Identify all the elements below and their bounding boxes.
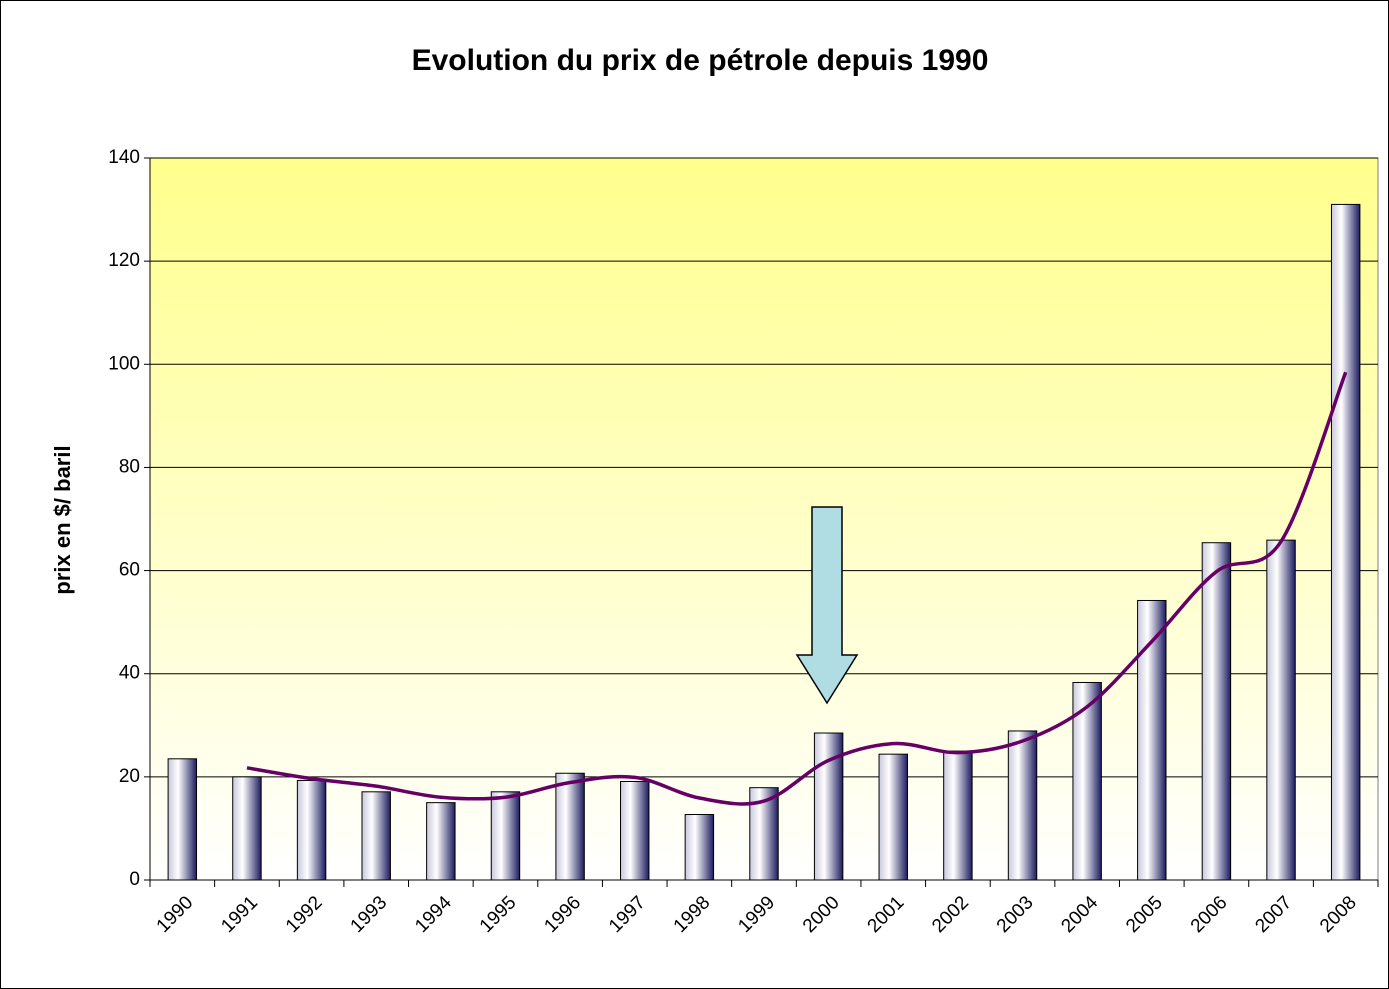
bar — [490, 791, 521, 881]
arrow-annotation — [795, 506, 859, 705]
bar — [1137, 599, 1167, 881]
bar — [684, 814, 715, 881]
bar — [620, 780, 650, 881]
bar — [878, 753, 908, 881]
y-tick-label: 0 — [129, 869, 140, 890]
y-tick-label: 140 — [108, 147, 140, 168]
bar — [232, 776, 262, 881]
plot-area — [149, 157, 1379, 881]
bar — [1330, 203, 1361, 881]
trend-line — [246, 371, 1348, 806]
bar — [1007, 730, 1038, 881]
bar — [167, 758, 198, 881]
y-tick-label: 100 — [108, 353, 140, 374]
bar — [361, 791, 391, 881]
y-tick-label: 120 — [108, 250, 140, 271]
y-tick-label: 20 — [119, 766, 140, 787]
bar — [555, 772, 585, 881]
bar — [1201, 542, 1232, 881]
bar — [943, 750, 973, 881]
y-tick-label: 40 — [119, 663, 140, 684]
y-tick-label: 60 — [119, 560, 140, 581]
bar — [426, 802, 456, 881]
y-axis-label: prix en $/ baril — [50, 445, 75, 594]
bar — [296, 779, 327, 881]
bar — [1266, 539, 1296, 881]
chart-title: Evolution du prix de pétrole depuis 1990 — [412, 44, 989, 77]
y-tick-label: 80 — [119, 456, 140, 477]
